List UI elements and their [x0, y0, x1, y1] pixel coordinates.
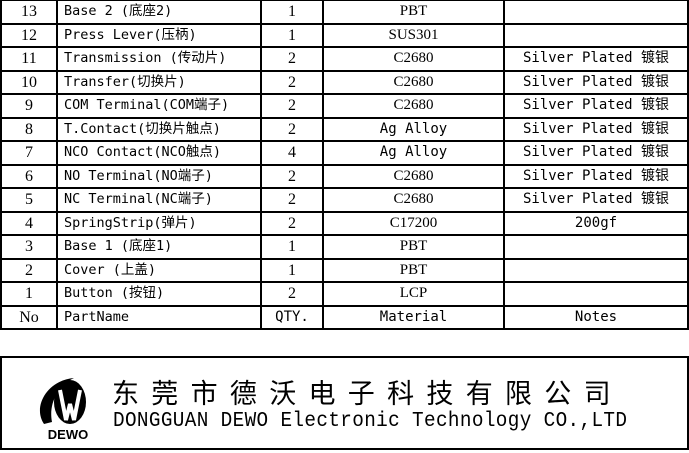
part-notes: Silver Plated 镀银 [503, 140, 689, 166]
part-no: 1 [0, 281, 58, 307]
part-no: 2 [0, 257, 58, 283]
part-notes [503, 281, 689, 307]
part-notes [503, 22, 689, 48]
part-name: Base 2 (底座2) [56, 0, 262, 25]
part-name: Cover (上盖) [56, 257, 262, 283]
part-no: 3 [0, 234, 58, 260]
table-row: 7 NCO Contact(NCO触点) 4 Ag Alloy Silver Plate… [0, 140, 689, 166]
part-notes [503, 257, 689, 283]
part-name: NC Terminal(NC端子) [56, 187, 262, 213]
part-no: 10 [0, 69, 58, 95]
part-material: PBT [322, 234, 505, 260]
part-notes: Silver Plated 镀银 [503, 46, 689, 72]
table-row: 4 SpringStrip(弹片) 2 C17200 200gf [0, 210, 689, 236]
part-notes: 200gf [503, 210, 689, 236]
company-name-cn: 东莞市德沃电子科技有限公司 [112, 379, 623, 410]
part-name: SpringStrip(弹片) [56, 210, 262, 236]
company-footer: DEWO 东莞市德沃电子科技有限公司 DONGGUAN DEWO Electro… [0, 356, 689, 450]
part-no: 11 [0, 46, 58, 72]
part-qty: 1 [260, 22, 324, 48]
table-row: 9 COM Terminal(COM端子) 2 C2680 Silver Plated … [0, 93, 689, 119]
part-no: 8 [0, 116, 58, 142]
part-material: C2680 [322, 69, 505, 95]
part-notes [503, 234, 689, 260]
header-notes: Notes [503, 304, 689, 330]
part-qty: 4 [260, 140, 324, 166]
part-name: T.Contact(切换片触点) [56, 116, 262, 142]
part-notes: Silver Plated 镀银 [503, 116, 689, 142]
header-material: Material [322, 304, 505, 330]
table-row: 10 Transfer(切换片) 2 C2680 Silver Plated 镀银 [0, 69, 689, 95]
table-row: 2 Cover (上盖) 1 PBT [0, 257, 689, 283]
part-name: Button (按钮) [56, 281, 262, 307]
svg-text:DEWO: DEWO [48, 427, 88, 442]
part-material: SUS301 [322, 22, 505, 48]
part-no: 13 [0, 0, 58, 25]
dewo-logo-icon: DEWO [39, 378, 88, 442]
part-no: 6 [0, 163, 58, 189]
part-material: C2680 [322, 187, 505, 213]
part-no: 12 [0, 22, 58, 48]
part-no: 7 [0, 140, 58, 166]
table-row: 3 Base 1 (底座1) 1 PBT [0, 234, 689, 260]
part-name: NCO Contact(NCO触点) [56, 140, 262, 166]
part-name: Transfer(切换片) [56, 69, 262, 95]
part-qty: 2 [260, 210, 324, 236]
part-qty: 2 [260, 116, 324, 142]
part-name: Transmission (传动片) [56, 46, 262, 72]
parts-table: 13 Base 2 (底座2) 1 PBT 12 Press Lever(压柄) 1 SUS3… [0, 0, 689, 330]
company-name-en: DONGGUAN DEWO Electronic Technology CO.,… [113, 410, 628, 433]
table-row: 8 T.Contact(切换片触点) 2 Ag Alloy Silver Plated … [0, 116, 689, 142]
part-name: Base 1 (底座1) [56, 234, 262, 260]
table-row: 11 Transmission (传动片) 2 C2680 Silver Plated … [0, 46, 689, 72]
part-notes: Silver Plated 镀银 [503, 93, 689, 119]
part-notes: Silver Plated 镀银 [503, 163, 689, 189]
part-qty: 2 [260, 281, 324, 307]
table-row: 5 NC Terminal(NC端子) 2 C2680 Silver Plated 镀银 [0, 187, 689, 213]
part-qty: 1 [260, 0, 324, 25]
part-qty: 2 [260, 93, 324, 119]
part-no: 4 [0, 210, 58, 236]
part-material: LCP [322, 281, 505, 307]
part-notes [503, 0, 689, 25]
part-material: C2680 [322, 46, 505, 72]
table-row: 12 Press Lever(压柄) 1 SUS301 [0, 22, 689, 48]
part-no: 9 [0, 93, 58, 119]
part-qty: 2 [260, 69, 324, 95]
part-notes: Silver Plated 镀银 [503, 69, 689, 95]
table-row: 6 NO Terminal(NO端子) 2 C2680 Silver Plated 镀银 [0, 163, 689, 189]
part-name: NO Terminal(NO端子) [56, 163, 262, 189]
part-notes: Silver Plated 镀银 [503, 187, 689, 213]
part-material: PBT [322, 257, 505, 283]
header-qty: QTY. [260, 304, 324, 330]
part-material: Ag Alloy [322, 140, 505, 166]
part-material: C2680 [322, 93, 505, 119]
part-material: PBT [322, 0, 505, 25]
part-name: COM Terminal(COM端子) [56, 93, 262, 119]
table-row: 13 Base 2 (底座2) 1 PBT [0, 0, 689, 25]
part-qty: 2 [260, 187, 324, 213]
part-qty: 1 [260, 234, 324, 260]
part-qty: 1 [260, 257, 324, 283]
header-row: No PartName QTY. Material Notes [0, 304, 689, 330]
part-qty: 2 [260, 163, 324, 189]
part-material: Ag Alloy [322, 116, 505, 142]
header-partname: PartName [56, 304, 262, 330]
header-no: No [0, 304, 58, 330]
table-row: 1 Button (按钮) 2 LCP [0, 281, 689, 307]
part-no: 5 [0, 187, 58, 213]
part-material: C2680 [322, 163, 505, 189]
part-name: Press Lever(压柄) [56, 22, 262, 48]
part-qty: 2 [260, 46, 324, 72]
part-material: C17200 [322, 210, 505, 236]
